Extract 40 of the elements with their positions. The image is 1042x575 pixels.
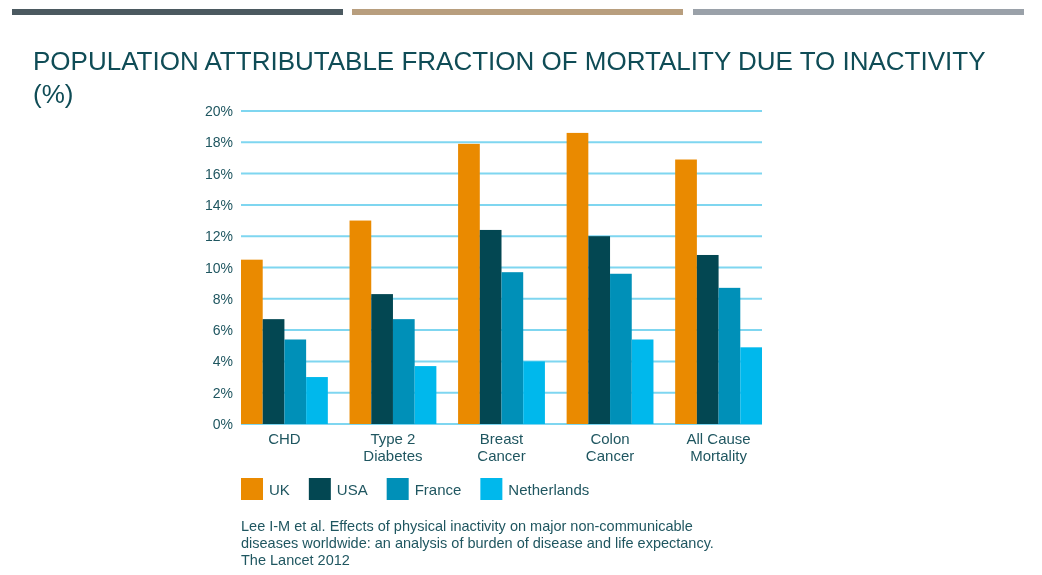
bar — [458, 143, 480, 424]
legend-label: USA — [336, 480, 368, 498]
y-tick-label: 14% — [204, 196, 233, 213]
bar — [349, 220, 372, 424]
x-tick-label: All Cause Mortality — [686, 430, 751, 464]
bar — [588, 236, 611, 424]
legend-label: France — [414, 480, 462, 498]
y-tick-label: 4% — [212, 353, 233, 370]
legend-label: Netherlands — [508, 480, 590, 498]
y-tick-label: 12% — [204, 228, 233, 245]
bar — [631, 339, 654, 424]
bar — [262, 319, 285, 424]
bar — [696, 254, 719, 424]
bar — [675, 159, 697, 424]
text: Lee I-M et al. Effects of physical inactivity on major non-communicable diseases worldwide: an analysis of burden of disease and life expectancy. The Lancet 2012 — [241, 518, 714, 568]
y-tick-label: 2% — [212, 384, 233, 401]
bar — [479, 229, 502, 424]
bar — [501, 272, 524, 424]
bar — [284, 339, 307, 424]
bar — [392, 319, 415, 424]
y-tick-label: 16% — [204, 165, 233, 182]
y-tick-label: 6% — [212, 322, 233, 339]
x-tick-label: Breast Cancer — [477, 430, 526, 464]
y-tick-label: 0% — [212, 416, 233, 432]
bar — [241, 259, 263, 424]
bar — [718, 287, 741, 424]
y-tick-label: 8% — [212, 290, 233, 307]
bar — [414, 366, 437, 424]
bar — [306, 377, 328, 424]
x-tick-label: Type 2 Diabetes — [363, 430, 423, 464]
y-tick-label: 18% — [204, 134, 233, 151]
legend-label: UK — [269, 480, 290, 498]
bar — [610, 273, 632, 424]
bar — [523, 361, 545, 424]
bar — [740, 347, 762, 424]
bar — [371, 294, 393, 424]
bar — [566, 132, 589, 424]
y-tick-label: 10% — [204, 259, 233, 276]
x-tick-label: Colon Cancer — [585, 430, 635, 464]
x-tick-label: CHD — [268, 430, 301, 447]
